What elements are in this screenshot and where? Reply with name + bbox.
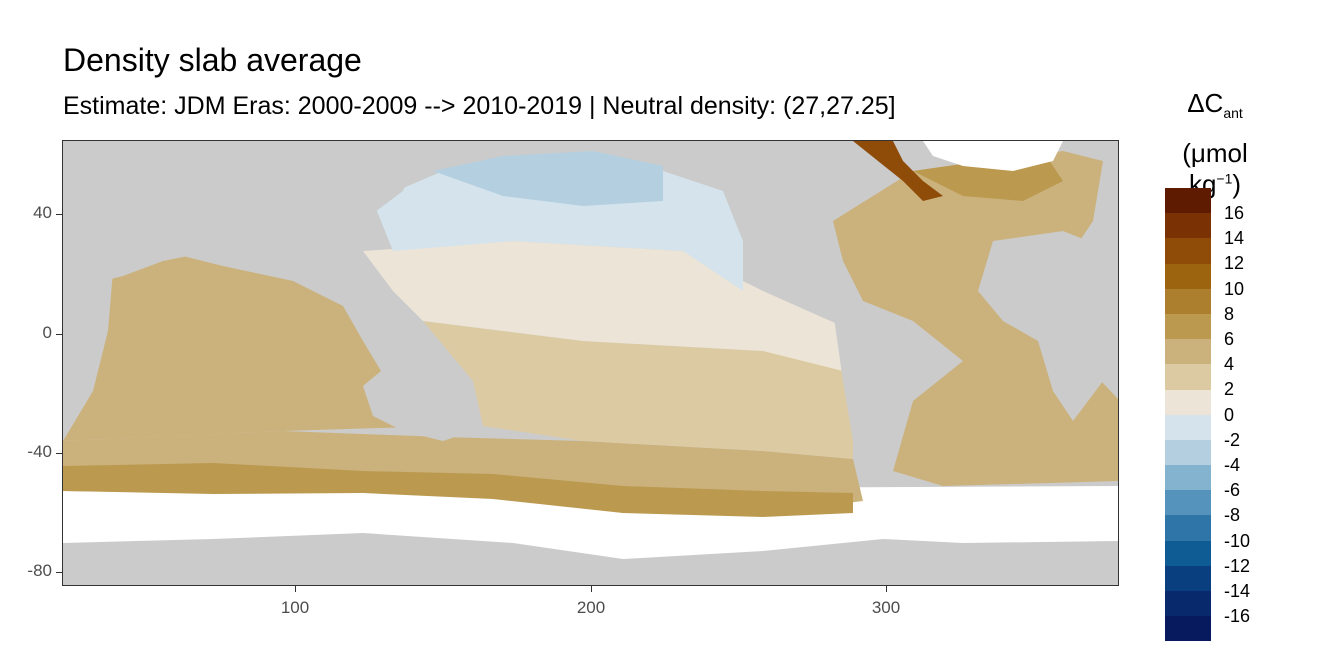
map-subtitle: Estimate: JDM Eras: 2000-2009 --> 2010-2… xyxy=(63,92,896,120)
south-pacific-region xyxy=(423,321,853,459)
equatorial-pacific-region xyxy=(363,241,853,371)
legend-swatch xyxy=(1165,313,1211,340)
australia-land xyxy=(363,356,483,441)
southern-no-data-region xyxy=(63,486,1118,559)
north-atlantic-max xyxy=(853,141,943,201)
y-tick-label: -40 xyxy=(27,442,52,461)
legend-swatch xyxy=(1165,465,1211,491)
map-title: Density slab average xyxy=(63,42,362,78)
legend-label: -10 xyxy=(1224,530,1251,551)
legend-swatch xyxy=(1165,616,1211,642)
legend-label: 2 xyxy=(1224,379,1235,400)
southern-ocean-core xyxy=(63,463,853,517)
x-tick-label: 100 xyxy=(280,598,310,617)
legend-label: 6 xyxy=(1224,329,1235,349)
legend-swatch xyxy=(1165,213,1211,239)
legend-colorbar xyxy=(1165,188,1211,642)
legend-swatch xyxy=(1165,238,1211,264)
legend-label: 0 xyxy=(1224,404,1235,425)
legend-label: -6 xyxy=(1224,480,1241,501)
y-tick-label: 40 xyxy=(33,203,52,222)
indian-ocean-region xyxy=(63,256,443,441)
y-tick-label: 0 xyxy=(42,323,52,342)
legend-label: -12 xyxy=(1224,555,1251,576)
legend-swatch xyxy=(1165,288,1211,314)
africa-land xyxy=(978,231,1118,421)
legend-label: 4 xyxy=(1224,354,1235,375)
legend-swatch xyxy=(1165,414,1211,440)
eurasia-land xyxy=(63,141,423,291)
legend-label: -16 xyxy=(1224,606,1251,627)
ocean-map xyxy=(63,141,1118,585)
legend-swatch xyxy=(1165,565,1211,591)
x-tick-label: 300 xyxy=(871,598,901,617)
y-tick-label: -80 xyxy=(27,561,52,580)
south-america-land xyxy=(833,301,913,461)
legend-label: 14 xyxy=(1224,228,1245,249)
map-panel xyxy=(62,140,1119,586)
x-tick-label: 200 xyxy=(576,598,606,617)
legend-label: 10 xyxy=(1224,278,1245,299)
legend-swatch xyxy=(1165,490,1211,516)
legend-label: 12 xyxy=(1224,253,1245,274)
legend-swatch xyxy=(1165,389,1211,415)
legend-swatch xyxy=(1165,439,1211,466)
legend-swatch xyxy=(1165,540,1211,566)
legend-swatch xyxy=(1165,339,1211,365)
legend-label: 16 xyxy=(1224,203,1245,223)
legend-label: -2 xyxy=(1224,429,1241,450)
legend-title: ΔCant xyxy=(1187,88,1243,122)
arctic-no-data-region xyxy=(923,141,1063,171)
north-pacific-subpolar xyxy=(433,151,663,206)
legend-swatch xyxy=(1165,263,1211,289)
legend-label: 8 xyxy=(1224,303,1235,324)
legend-label: -4 xyxy=(1224,455,1241,475)
north-america-land xyxy=(703,141,883,291)
legend-swatch xyxy=(1165,364,1211,390)
legend-label: -14 xyxy=(1224,581,1251,601)
legend-swatch xyxy=(1165,515,1211,541)
legend-swatch xyxy=(1165,591,1211,617)
legend-swatch xyxy=(1165,188,1211,214)
legend-label: -8 xyxy=(1224,505,1241,526)
